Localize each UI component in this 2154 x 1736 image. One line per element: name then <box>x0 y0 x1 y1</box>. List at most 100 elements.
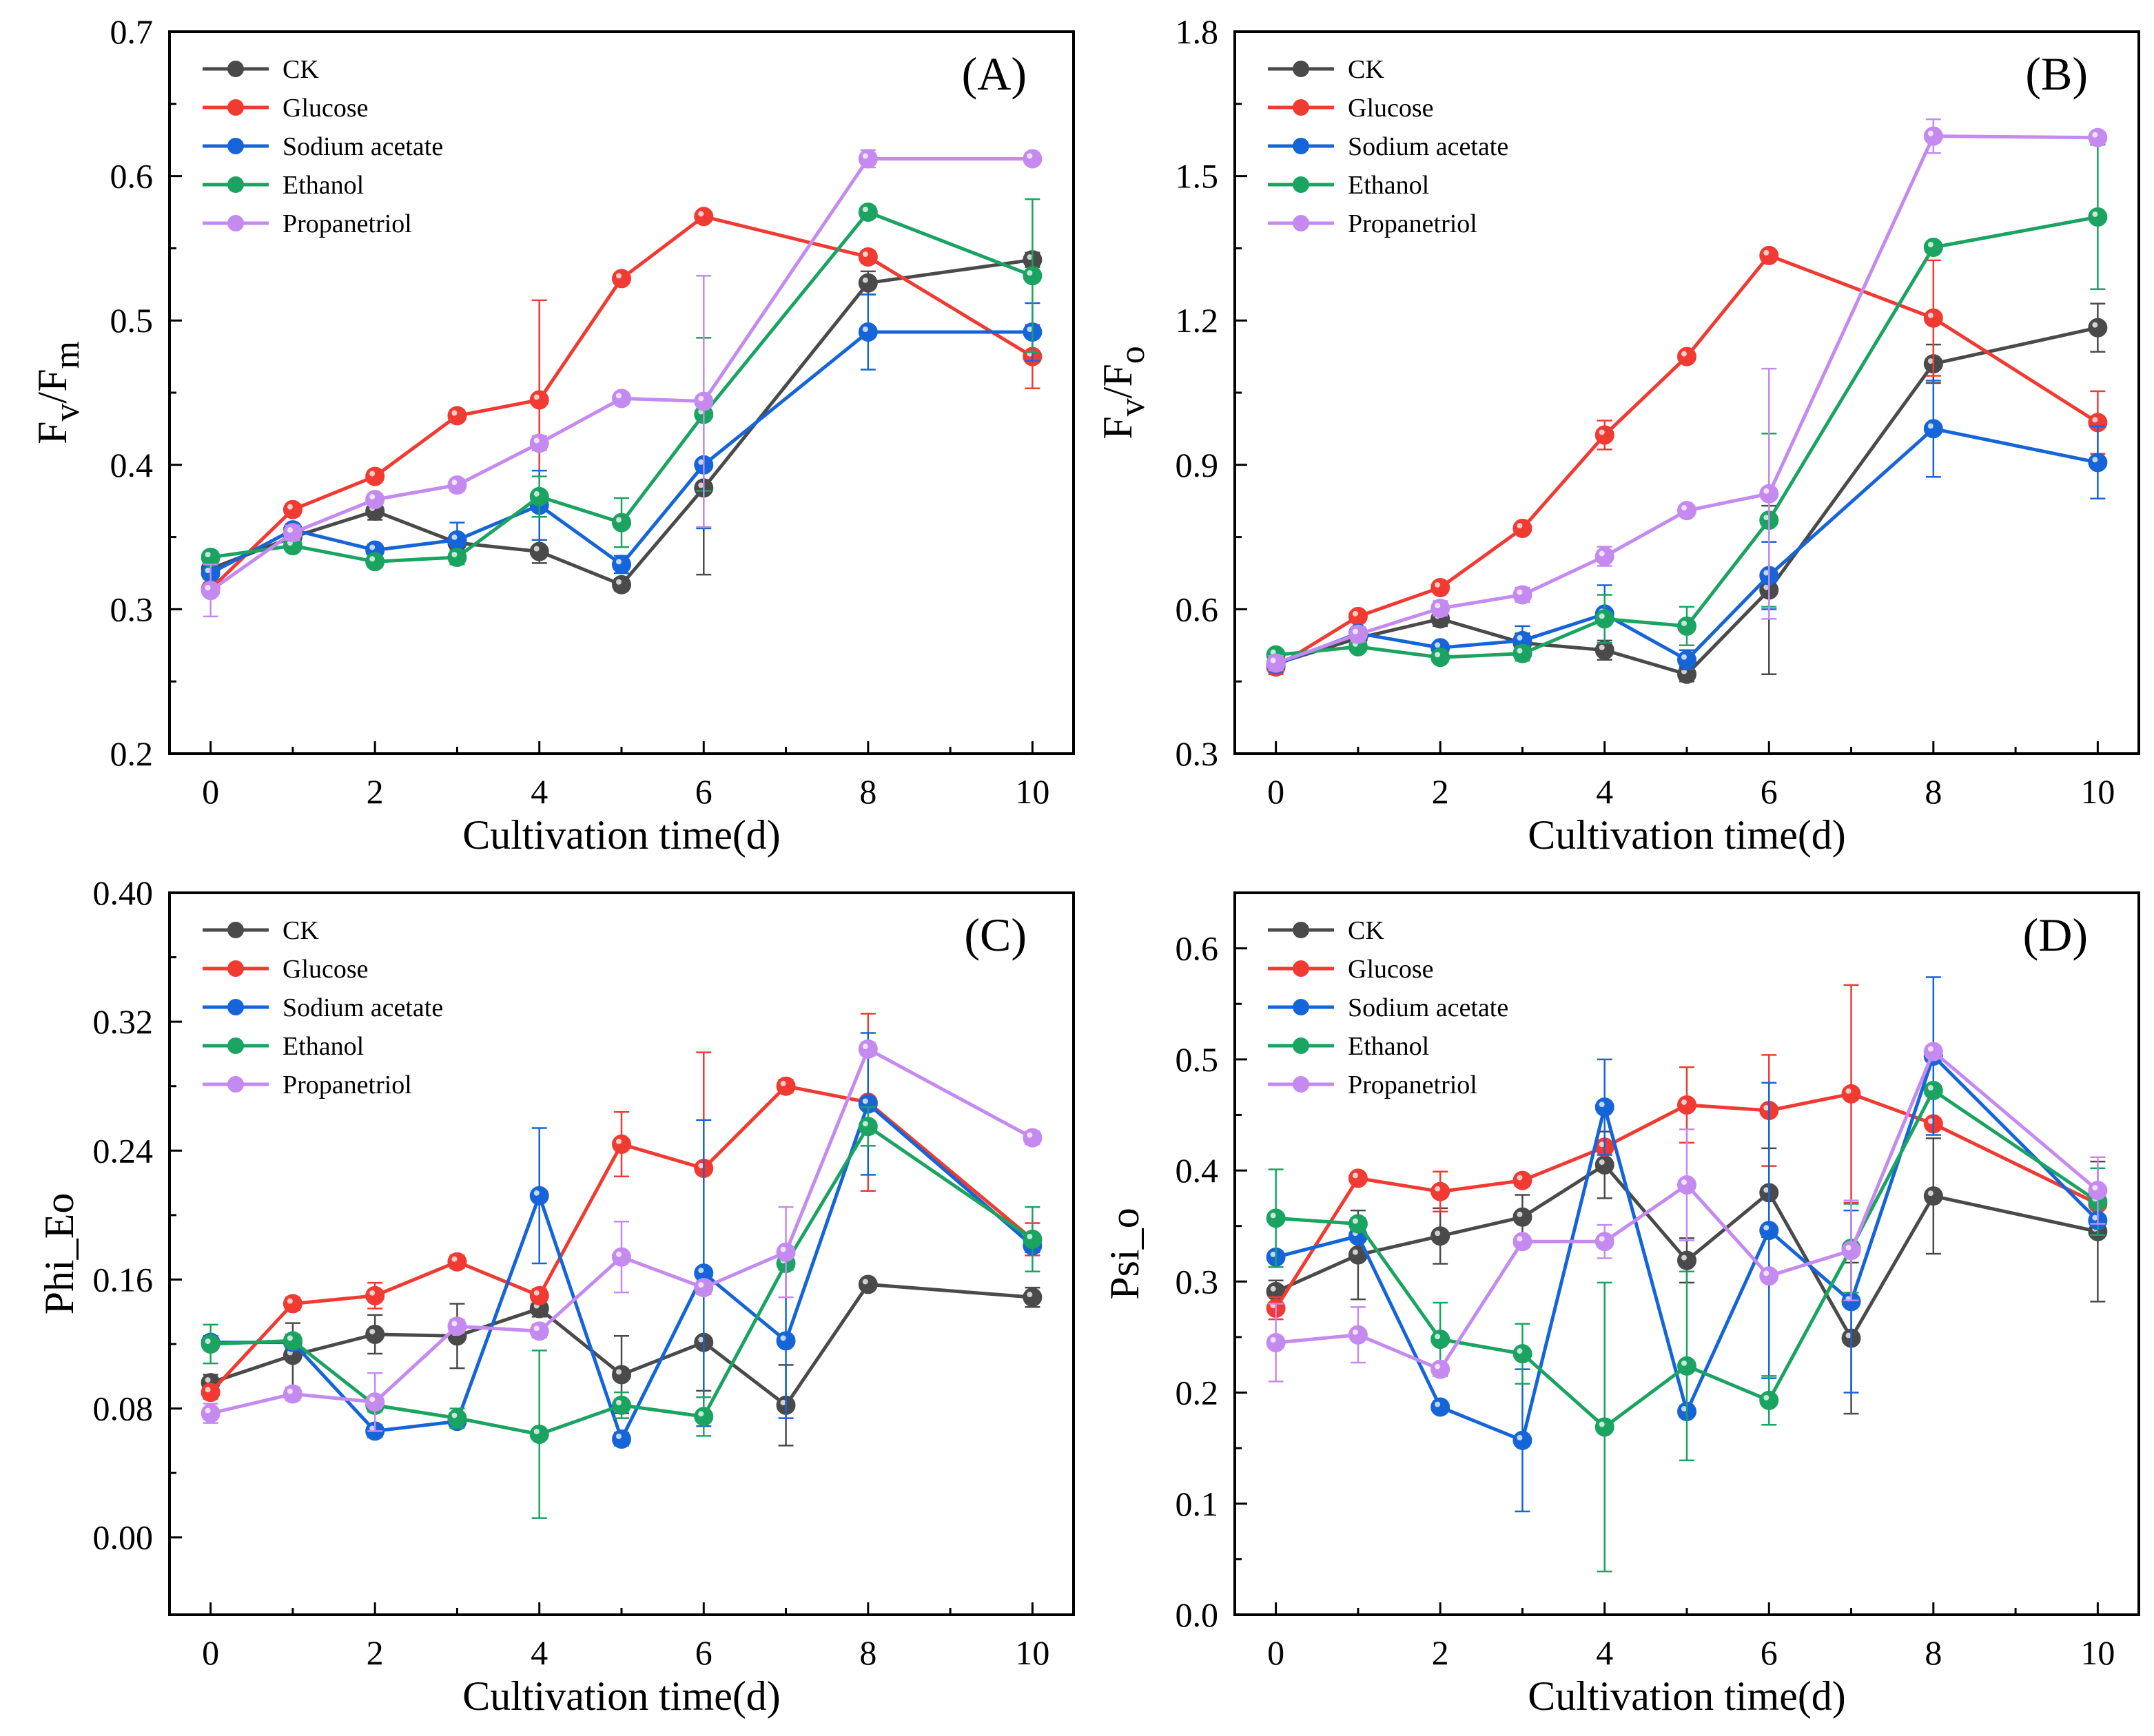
data-point <box>858 203 878 222</box>
data-point-highlight <box>1027 270 1033 276</box>
data-point <box>1923 419 1943 439</box>
y-tick-label: 0.00 <box>93 1518 154 1557</box>
plot-frame <box>1233 30 2140 755</box>
legend-item: CK <box>1268 55 1384 84</box>
y-tick-label: 0.4 <box>1176 1151 1219 1190</box>
data-point-highlight <box>2092 457 2098 463</box>
data-point <box>1512 1430 1532 1450</box>
legend-item: Propanetriol <box>1268 1071 1477 1099</box>
data-point-highlight <box>205 1387 211 1393</box>
y-tick-label: 1.5 <box>1176 157 1219 196</box>
data-point <box>201 1383 220 1403</box>
series-propanetriol <box>201 1039 1043 1432</box>
data-point-highlight <box>1352 1249 1358 1255</box>
data-point-highlight <box>1599 1141 1605 1148</box>
data-point <box>1023 1229 1043 1249</box>
data-point-highlight <box>1517 523 1523 529</box>
data-point-highlight <box>533 437 540 444</box>
data-point-highlight <box>2092 322 2098 328</box>
data-point <box>858 1039 878 1059</box>
y-tick-label: 0.5 <box>1176 1040 1219 1079</box>
legend: CK Glucose Sodium acetate Ethanol Propanetri… <box>203 916 443 1099</box>
data-point-highlight <box>451 534 458 540</box>
legend-label: Ethanol <box>283 171 364 200</box>
data-point-highlight <box>862 1279 868 1285</box>
data-point-highlight <box>1763 1187 1770 1193</box>
y-tick-label: 0.6 <box>1176 590 1219 628</box>
legend-label: Glucose <box>1348 955 1434 984</box>
legend-label: Sodium acetate <box>283 132 443 161</box>
x-tick-label: 8 <box>1925 1633 1942 1672</box>
data-point-highlight <box>698 1282 704 1288</box>
panel-label: (C) <box>964 909 1027 961</box>
x-tick-label: 0 <box>202 772 219 811</box>
data-point-highlight <box>369 1396 376 1403</box>
data-point <box>1677 1356 1696 1376</box>
data-point-highlight <box>1599 1102 1605 1108</box>
data-point <box>858 149 878 169</box>
data-point-highlight <box>698 1336 704 1343</box>
data-point-highlight <box>862 326 868 332</box>
data-point-highlight <box>533 1290 540 1296</box>
data-point-highlight <box>862 207 868 212</box>
data-point <box>365 466 385 486</box>
data-point-highlight <box>1763 570 1770 576</box>
x-tick-label: 10 <box>1015 772 1049 811</box>
data-point <box>529 390 549 410</box>
data-point <box>1594 1097 1614 1117</box>
series-glucose <box>201 207 1043 599</box>
data-point <box>447 406 467 426</box>
data-point <box>1677 347 1696 366</box>
y-tick-label: 0.0 <box>1176 1595 1219 1634</box>
legend: CK Glucose Sodium acetate Ethanol Propanetri… <box>203 55 443 238</box>
y-tick-label: 0.40 <box>93 874 154 912</box>
data-point-highlight <box>1435 652 1441 658</box>
data-point-highlight <box>1027 1132 1033 1138</box>
data-point <box>283 1331 302 1351</box>
data-point <box>1266 653 1286 673</box>
legend-item: CK <box>1268 916 1384 945</box>
legend-label: Propanetriol <box>283 209 412 238</box>
data-point-highlight <box>1270 1336 1276 1343</box>
legend-item: Glucose <box>203 955 369 984</box>
y-axis-title: Psi_o <box>1102 1208 1147 1299</box>
y-axis-title-sub: v <box>48 404 87 422</box>
data-point-highlight <box>1599 613 1605 619</box>
data-point <box>612 269 631 289</box>
legend-swatch-marker <box>227 215 244 231</box>
data-point-highlight <box>369 494 376 500</box>
series-ethanol <box>201 198 1043 572</box>
x-tick-label: 4 <box>1596 772 1613 811</box>
data-point-highlight <box>698 395 704 402</box>
legend-label: CK <box>1348 55 1384 84</box>
data-point <box>694 1407 714 1427</box>
data-point <box>447 1316 467 1336</box>
data-point-highlight <box>1270 1251 1276 1257</box>
x-tick-label: 8 <box>859 1633 876 1672</box>
data-point <box>529 486 549 506</box>
data-point-highlight <box>1435 1230 1441 1237</box>
data-point-highlight <box>616 1138 622 1144</box>
data-point-highlight <box>698 1163 704 1169</box>
data-point <box>447 547 467 567</box>
data-point <box>1266 1208 1286 1228</box>
data-point-highlight <box>1681 505 1687 511</box>
series-propanetriol <box>1266 1042 2108 1383</box>
x-tick-label: 4 <box>1596 1633 1613 1672</box>
data-point-highlight <box>862 1121 868 1127</box>
data-point-highlight <box>1270 1212 1276 1219</box>
data-point-highlight <box>1927 1190 1934 1197</box>
data-point <box>529 1425 549 1444</box>
legend-label: Sodium acetate <box>1348 993 1508 1022</box>
data-point <box>612 1395 631 1415</box>
data-point <box>1512 585 1532 605</box>
data-point-highlight <box>1845 1245 1852 1251</box>
y-tick-label: 1.8 <box>1176 12 1219 51</box>
data-point-highlight <box>1435 1401 1441 1407</box>
data-point-highlight <box>1352 1329 1358 1335</box>
x-tick-label: 6 <box>1761 1633 1778 1672</box>
data-point-highlight <box>2092 132 2098 138</box>
data-point <box>1430 1359 1450 1379</box>
data-point-highlight <box>1435 1363 1441 1370</box>
